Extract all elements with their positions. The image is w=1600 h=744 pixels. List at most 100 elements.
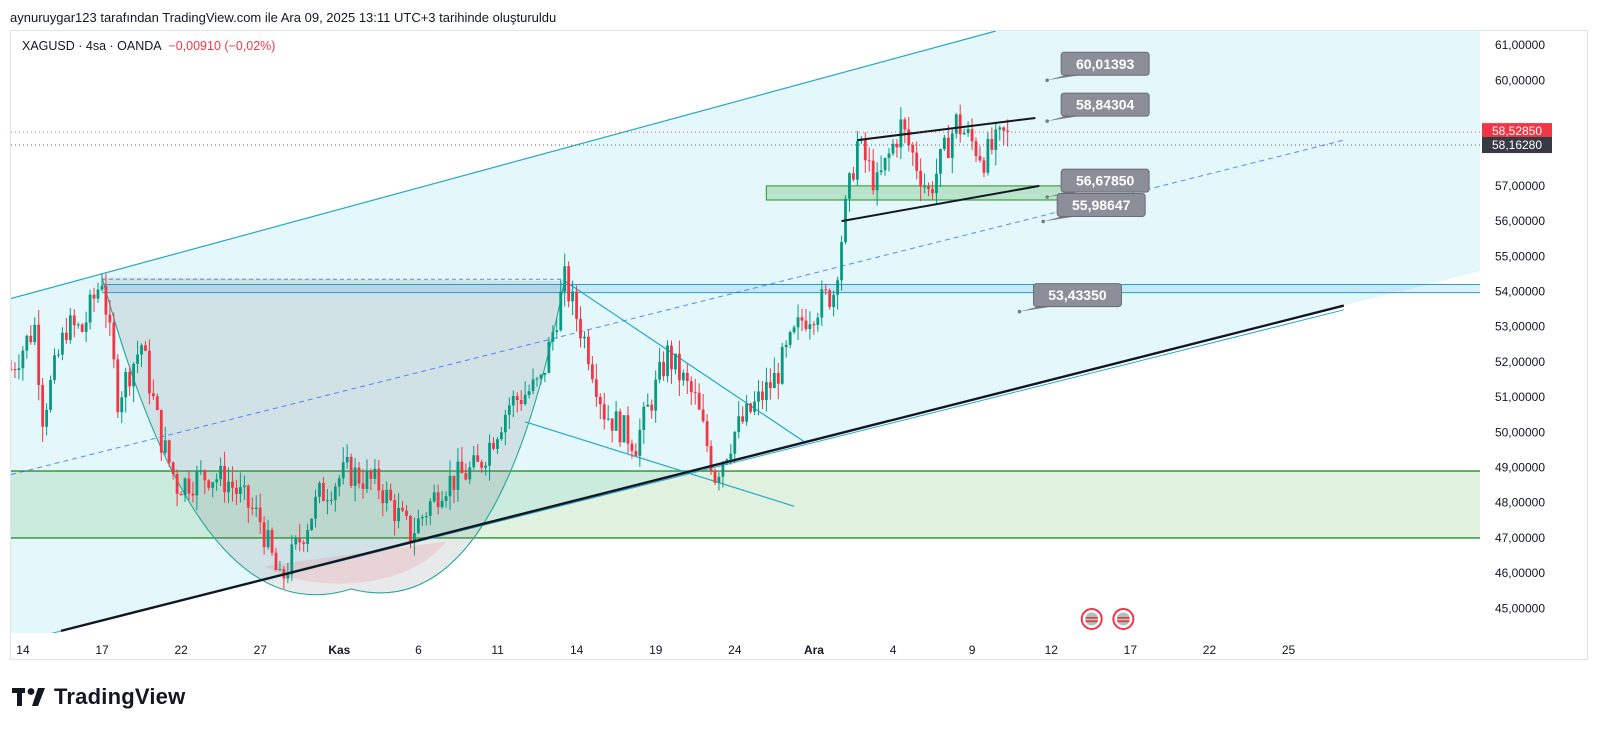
candle-body[interactable] — [203, 470, 207, 481]
candle-body[interactable] — [674, 353, 677, 370]
candle-body[interactable] — [49, 379, 52, 410]
candle-body[interactable] — [254, 507, 258, 509]
candle-body[interactable] — [942, 137, 946, 150]
candle-body[interactable] — [571, 291, 575, 302]
candle-body[interactable] — [385, 489, 389, 504]
candle-body[interactable] — [456, 461, 460, 490]
candle-body[interactable] — [112, 322, 116, 360]
candle-body[interactable] — [199, 470, 203, 472]
cup-curve[interactable] — [101, 277, 566, 596]
candle-body[interactable] — [832, 294, 836, 307]
candle-body[interactable] — [420, 517, 424, 519]
candle-body[interactable] — [587, 336, 590, 365]
candle-body[interactable] — [1006, 130, 1010, 133]
candle-body[interactable] — [594, 379, 598, 398]
candle-body[interactable] — [899, 119, 903, 148]
candle-body[interactable] — [907, 129, 911, 146]
candle-body[interactable] — [788, 332, 792, 345]
candle-body[interactable] — [919, 170, 923, 187]
candle-body[interactable] — [286, 574, 290, 579]
candle-body[interactable] — [266, 530, 270, 548]
candle-body[interactable] — [183, 478, 187, 496]
candle-body[interactable] — [381, 490, 385, 504]
candle-body[interactable] — [21, 350, 25, 369]
candle-body[interactable] — [476, 455, 480, 462]
candle-body[interactable] — [436, 492, 440, 508]
candle-body[interactable] — [646, 404, 650, 407]
candle-body[interactable] — [828, 290, 832, 307]
candle-body[interactable] — [800, 317, 804, 321]
candle-body[interactable] — [808, 324, 812, 329]
candle-body[interactable] — [227, 481, 230, 493]
candle-body[interactable] — [689, 381, 693, 393]
candle-body[interactable] — [701, 409, 705, 422]
candle-body[interactable] — [29, 335, 33, 343]
candle-body[interactable] — [630, 443, 634, 452]
candle-body[interactable] — [567, 266, 571, 302]
candle-body[interactable] — [519, 400, 523, 404]
candle-body[interactable] — [132, 363, 136, 387]
candle-body[interactable] — [555, 330, 559, 333]
wedge-lower-line[interactable] — [524, 421, 795, 507]
candle-body[interactable] — [345, 456, 349, 463]
candle-body[interactable] — [776, 373, 780, 384]
candle-body[interactable] — [903, 119, 907, 130]
candle-body[interactable] — [855, 141, 859, 180]
candle-body[interactable] — [290, 544, 294, 575]
candle-body[interactable] — [697, 392, 701, 410]
candle-body[interactable] — [729, 453, 733, 460]
candle-body[interactable] — [310, 518, 313, 531]
candle-body[interactable] — [96, 289, 100, 299]
candle-body[interactable] — [879, 170, 883, 173]
level-callout[interactable]: 58,84304 — [1045, 92, 1150, 123]
candle-body[interactable] — [962, 132, 966, 135]
candle-body[interactable] — [357, 467, 361, 484]
wedge-upper-line[interactable] — [564, 280, 807, 444]
candle-body[interactable] — [523, 394, 527, 404]
candle-body[interactable] — [140, 345, 143, 355]
candle-body[interactable] — [784, 344, 788, 348]
candle-body[interactable] — [1002, 127, 1006, 131]
candle-body[interactable] — [163, 440, 167, 453]
candle-body[interactable] — [737, 416, 741, 433]
candle-body[interactable] — [349, 456, 353, 486]
candle-body[interactable] — [92, 294, 96, 299]
candle-body[interactable] — [393, 500, 397, 522]
candle-body[interactable] — [753, 401, 756, 412]
candle-body[interactable] — [935, 173, 938, 194]
candle-body[interactable] — [812, 324, 816, 326]
candle-body[interactable] — [958, 114, 962, 135]
candle-body[interactable] — [148, 350, 151, 394]
candle-body[interactable] — [634, 451, 638, 456]
candle-body[interactable] — [314, 496, 317, 519]
candle-body[interactable] — [68, 315, 72, 341]
candle-body[interactable] — [539, 374, 543, 379]
candle-body[interactable] — [610, 418, 614, 431]
candle-body[interactable] — [931, 189, 934, 194]
candle-body[interactable] — [848, 173, 851, 199]
candle-body[interactable] — [950, 133, 954, 159]
candle-body[interactable] — [41, 384, 45, 427]
candle-body[interactable] — [492, 442, 495, 449]
candle-body[interactable] — [100, 285, 104, 290]
candle-body[interactable] — [820, 289, 824, 318]
candle-body[interactable] — [333, 486, 337, 501]
candle-body[interactable] — [341, 462, 345, 479]
candle-body[interactable] — [84, 322, 88, 332]
candle-body[interactable] — [927, 186, 930, 190]
candle-body[interactable] — [318, 483, 321, 497]
candle-body[interactable] — [322, 483, 325, 501]
candle-body[interactable] — [867, 160, 871, 162]
candle-body[interactable] — [658, 362, 662, 380]
candle-body[interactable] — [946, 137, 950, 159]
level-callout[interactable]: 53,43350 — [1017, 283, 1122, 314]
candle-body[interactable] — [749, 403, 752, 412]
candle-body[interactable] — [622, 415, 626, 443]
candle-body[interactable] — [61, 332, 64, 355]
candle-body[interactable] — [590, 364, 594, 380]
candle-body[interactable] — [468, 467, 472, 480]
candle-body[interactable] — [654, 379, 658, 411]
candle-body[interactable] — [887, 153, 891, 158]
candle-body[interactable] — [57, 354, 60, 356]
candle-body[interactable] — [642, 406, 646, 430]
